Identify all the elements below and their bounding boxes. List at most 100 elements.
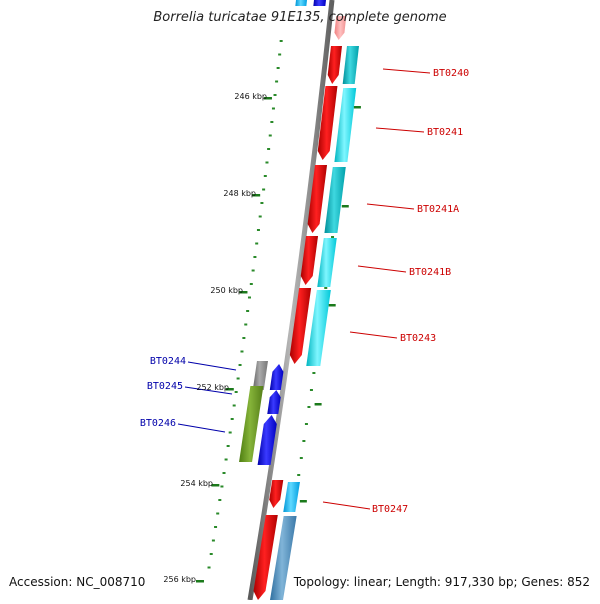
leader-line <box>366 203 415 210</box>
leader-line <box>382 68 431 74</box>
minor-tick <box>302 440 306 442</box>
gene-features <box>239 0 359 600</box>
gene-arrow <box>324 167 346 233</box>
major-tick <box>328 304 336 307</box>
minor-tick <box>297 474 301 476</box>
tick-label: 248 kbp <box>223 189 256 198</box>
minor-tick <box>220 485 224 488</box>
minor-tick <box>256 229 260 231</box>
gene-arrow-bt0244 <box>252 361 268 390</box>
major-tick-marks <box>195 97 361 583</box>
major-tick <box>225 388 234 391</box>
gene-arrow-bt0246 <box>257 415 277 465</box>
leader-line <box>322 501 371 510</box>
minor-tick <box>230 418 234 420</box>
minor-tick <box>253 256 257 258</box>
gene-labels-left: BT0244 BT0245 BT0246 <box>140 356 186 429</box>
gene-label-bt0247[interactable]: BT0247 <box>372 504 408 515</box>
topology-text: Topology: linear; Length: 917,330 bp; Ge… <box>293 575 590 589</box>
minor-tick <box>236 377 240 380</box>
minor-tick <box>226 445 230 447</box>
gene-arrow <box>313 0 326 6</box>
leader-line <box>187 361 237 371</box>
major-tick <box>239 291 248 294</box>
tick-label: 252 kbp <box>196 383 229 392</box>
gene-arrow-bt0243 <box>289 288 312 364</box>
leader-line <box>177 423 226 433</box>
gene-arrow <box>334 88 357 162</box>
minor-tick <box>267 148 271 150</box>
tick-label: 250 kbp <box>210 286 243 295</box>
minor-tick <box>207 566 211 569</box>
gene-arrow-bt0241b <box>300 236 319 285</box>
genome-title: Borrelia turicatae 91E135, complete geno… <box>153 10 447 25</box>
minor-tick <box>260 202 264 204</box>
gene-arrow-bt0241 <box>317 86 338 160</box>
minor-tick <box>242 337 246 339</box>
gene-arrow <box>334 16 347 40</box>
minor-tick <box>214 526 218 528</box>
gene-arrow-bt0245 <box>239 386 264 462</box>
gene-arrow <box>342 46 359 84</box>
major-tick <box>211 484 220 487</box>
major-tick <box>299 500 307 503</box>
leader-line <box>184 386 233 395</box>
minor-tick <box>263 175 267 177</box>
gene-arrow-bt0241a <box>307 165 328 233</box>
gene-arrow <box>295 0 307 6</box>
minor-tick <box>249 283 253 285</box>
gene-label-bt0246[interactable]: BT0246 <box>140 418 176 429</box>
major-tick <box>353 106 361 109</box>
minor-tick <box>304 423 308 425</box>
gene-label-bt0241b[interactable]: BT0241B <box>409 267 451 278</box>
minor-tick <box>312 372 316 374</box>
gene-arrow <box>270 516 297 600</box>
accession-text: Accession: NC_008710 <box>9 575 146 589</box>
major-tick <box>263 97 272 100</box>
minor-tick <box>246 310 250 312</box>
genome-backbone <box>247 0 335 601</box>
minor-tick <box>273 94 277 96</box>
minor-tick <box>224 458 228 461</box>
gene-arrow-bt0240 <box>327 46 342 84</box>
minor-tick <box>331 236 335 238</box>
minor-tick <box>299 457 303 459</box>
minor-tick <box>276 67 280 69</box>
gene-label-bt0244[interactable]: BT0244 <box>150 356 186 367</box>
minor-tick <box>232 404 236 407</box>
minor-tick <box>324 287 328 289</box>
minor-tick <box>275 80 279 83</box>
minor-tick <box>218 499 222 501</box>
gene-arrow <box>267 390 281 414</box>
gene-label-bt0245[interactable]: BT0245 <box>147 381 183 392</box>
tick-label: 256 kbp <box>163 575 196 584</box>
gene-label-bt0240[interactable]: BT0240 <box>433 68 469 79</box>
minor-tick <box>240 350 244 353</box>
minor-tick <box>279 40 283 42</box>
minor-tick <box>265 161 269 164</box>
minor-tick <box>244 323 248 326</box>
minor-tick <box>271 107 275 110</box>
gene-arrow <box>283 482 300 512</box>
leader-line <box>375 127 425 133</box>
gene-arrow <box>306 290 331 366</box>
minor-tick <box>251 269 255 272</box>
gene-label-bt0243[interactable]: BT0243 <box>400 333 436 344</box>
tick-label: 246 kbp <box>234 92 267 101</box>
tick-labels: 246 kbp 248 kbp 250 kbp 252 kbp 254 kbp … <box>163 92 267 584</box>
major-tick <box>314 403 322 406</box>
gene-label-bt0241[interactable]: BT0241 <box>427 127 463 138</box>
major-tick <box>252 194 261 197</box>
minor-tick <box>258 215 262 218</box>
gene-arrow <box>317 238 337 287</box>
tick-label: 254 kbp <box>180 479 213 488</box>
gene-arrow-bt0247 <box>269 480 284 508</box>
leader-line <box>349 331 398 339</box>
minor-tick <box>216 512 220 515</box>
label-leader-lines <box>177 68 431 510</box>
gene-arrow <box>253 515 278 600</box>
gene-label-bt0241a[interactable]: BT0241A <box>417 204 459 215</box>
major-tick <box>341 205 349 208</box>
